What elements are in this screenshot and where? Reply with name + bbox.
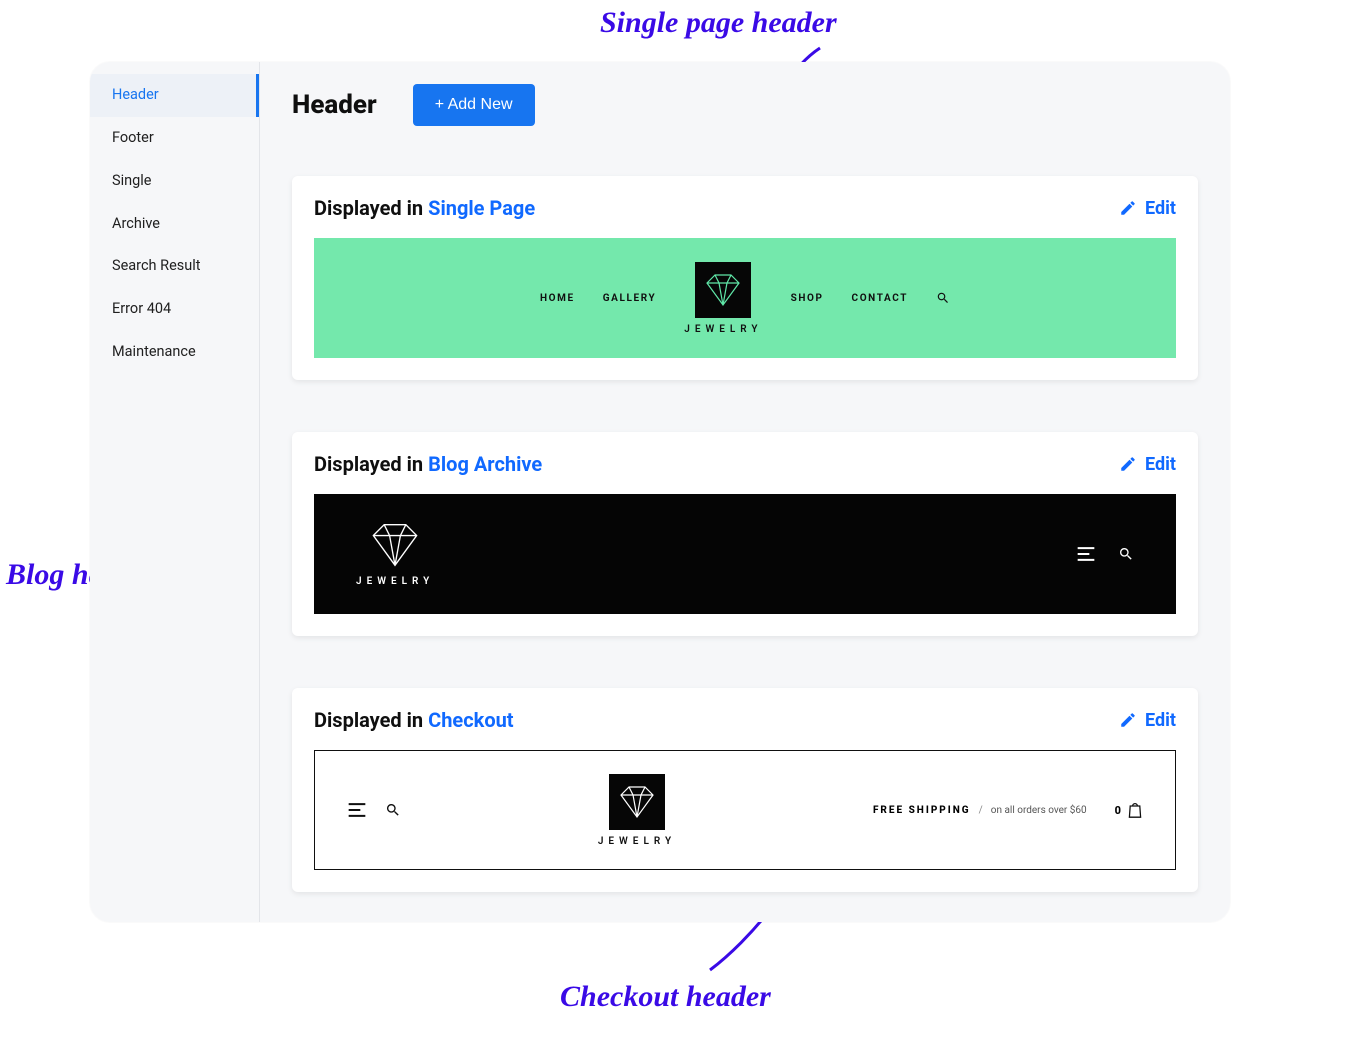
- logo-text: JEWELRY: [598, 836, 676, 847]
- sidebar-item-footer[interactable]: Footer: [90, 117, 259, 160]
- main-area: Header + Add New Displayed in Single Pag…: [260, 62, 1230, 922]
- edit-button[interactable]: Edit: [1119, 198, 1176, 219]
- promo-sep: /: [979, 805, 983, 816]
- nav-gallery[interactable]: GALLERY: [603, 293, 657, 304]
- menu-icon[interactable]: [347, 802, 367, 818]
- edit-button[interactable]: Edit: [1119, 710, 1176, 731]
- logo-mark: [695, 262, 751, 318]
- card-location-link[interactable]: Single Page: [428, 196, 535, 220]
- nav-contact[interactable]: CONTACT: [852, 293, 908, 304]
- card-location-link[interactable]: Blog Archive: [428, 452, 542, 476]
- cart-count: 0: [1115, 804, 1121, 817]
- search-icon[interactable]: [1118, 546, 1134, 562]
- search-icon[interactable]: [936, 291, 950, 305]
- promo-text: FREE SHIPPING / on all orders over $60: [873, 805, 1087, 816]
- sidebar-item-error-404[interactable]: Error 404: [90, 288, 259, 331]
- nav-shop[interactable]: SHOP: [791, 293, 824, 304]
- logo: JEWELRY: [598, 774, 676, 847]
- nav-home[interactable]: HOME: [540, 293, 575, 304]
- promo-sub: on all orders over $60: [991, 805, 1087, 816]
- menu-icon[interactable]: [1076, 546, 1096, 562]
- annotation-top: Single page header: [600, 6, 837, 40]
- sidebar-item-archive[interactable]: Archive: [90, 203, 259, 246]
- logo-text: JEWELRY: [356, 576, 434, 587]
- header-preview-single: HOME GALLERY JEWELRY SHOP CONTACT: [314, 238, 1176, 358]
- bag-icon: [1127, 801, 1143, 819]
- edit-label: Edit: [1145, 198, 1176, 219]
- page-head: Header + Add New: [292, 84, 1198, 126]
- logo: JEWELRY: [684, 262, 762, 335]
- card-title: Displayed in Blog Archive: [314, 452, 542, 476]
- displayed-prefix: Displayed in: [314, 708, 428, 732]
- header-card-single-page: Displayed in Single Page Edit HOME GALLE…: [292, 176, 1198, 380]
- edit-icon: [1119, 455, 1137, 473]
- promo-strong: FREE SHIPPING: [873, 805, 971, 816]
- card-title: Displayed in Single Page: [314, 196, 535, 220]
- header-card-checkout: Displayed in Checkout Edit: [292, 688, 1198, 892]
- sidebar-item-maintenance[interactable]: Maintenance: [90, 331, 259, 374]
- header-card-blog-archive: Displayed in Blog Archive Edit JEWELRY: [292, 432, 1198, 636]
- displayed-prefix: Displayed in: [314, 196, 428, 220]
- card-location-link[interactable]: Checkout: [428, 708, 513, 732]
- search-icon[interactable]: [385, 802, 401, 818]
- sidebar-item-header[interactable]: Header: [90, 74, 259, 117]
- diamond-icon: [703, 273, 743, 307]
- annotation-bottom: Checkout header: [560, 980, 771, 1014]
- edit-icon: [1119, 199, 1137, 217]
- add-new-button[interactable]: + Add New: [413, 84, 535, 126]
- logo-text: JEWELRY: [684, 324, 762, 335]
- displayed-prefix: Displayed in: [314, 452, 428, 476]
- cart-button[interactable]: 0: [1115, 801, 1143, 819]
- header-preview-blog: JEWELRY: [314, 494, 1176, 614]
- diamond-icon: [366, 522, 424, 568]
- logo-mark: [609, 774, 665, 830]
- edit-label: Edit: [1145, 710, 1176, 731]
- header-preview-checkout: JEWELRY FREE SHIPPING / on all orders ov…: [314, 750, 1176, 870]
- logo: JEWELRY: [356, 522, 434, 587]
- edit-icon: [1119, 711, 1137, 729]
- admin-panel: Header Footer Single Archive Search Resu…: [90, 62, 1230, 922]
- diamond-icon: [617, 785, 657, 819]
- sidebar: Header Footer Single Archive Search Resu…: [90, 62, 260, 922]
- sidebar-item-search-result[interactable]: Search Result: [90, 245, 259, 288]
- sidebar-item-single[interactable]: Single: [90, 160, 259, 203]
- edit-button[interactable]: Edit: [1119, 454, 1176, 475]
- card-title: Displayed in Checkout: [314, 708, 514, 732]
- edit-label: Edit: [1145, 454, 1176, 475]
- page-title: Header: [292, 90, 377, 120]
